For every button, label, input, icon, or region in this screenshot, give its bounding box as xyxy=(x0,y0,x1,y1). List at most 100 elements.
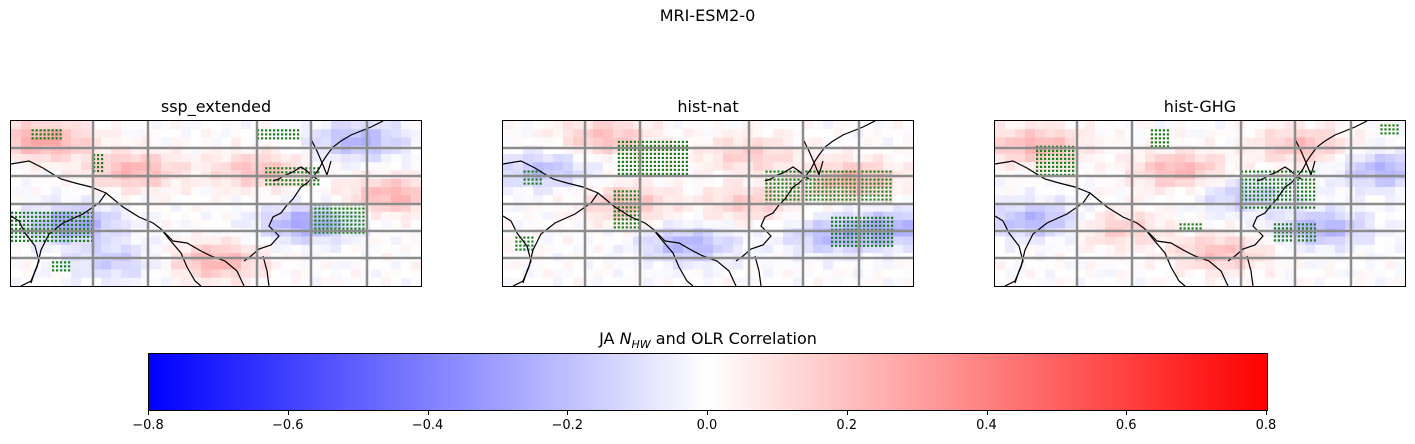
heatmap-cell xyxy=(131,203,142,213)
heatmap-cell xyxy=(1055,236,1066,246)
heatmap-cell xyxy=(713,187,724,196)
significance-dot xyxy=(817,178,820,181)
heatmap-cell xyxy=(1225,211,1236,221)
significance-dot xyxy=(43,211,46,214)
significance-dot xyxy=(625,218,628,221)
significance-dot xyxy=(334,211,337,214)
heatmap-cell xyxy=(41,220,52,229)
heatmap-cell xyxy=(1035,178,1046,188)
heatmap-cell xyxy=(713,195,724,204)
heatmap-cell xyxy=(381,236,392,246)
heatmap-cell xyxy=(201,228,212,237)
significance-dot xyxy=(68,261,71,264)
heatmap-cell xyxy=(221,121,232,130)
significance-dot xyxy=(289,133,292,136)
heatmap-cell xyxy=(1365,137,1376,147)
significance-dot xyxy=(1273,170,1276,173)
heatmap-cell xyxy=(753,244,764,254)
significance-dot xyxy=(769,198,772,201)
significance-dot xyxy=(1056,169,1059,172)
heatmap-cell xyxy=(1035,137,1046,147)
heatmap-cell xyxy=(1265,269,1276,279)
significance-dot xyxy=(851,236,854,239)
heatmap-cell xyxy=(1035,121,1046,130)
heatmap-cell xyxy=(1185,244,1196,254)
heatmap-cell xyxy=(341,162,352,171)
significance-dot xyxy=(773,194,776,197)
heatmap-cell xyxy=(1125,277,1136,286)
heatmap-cell xyxy=(191,137,202,147)
significance-dot xyxy=(681,160,684,163)
significance-dot xyxy=(673,172,676,175)
significance-dot xyxy=(629,206,632,209)
significance-dot xyxy=(681,164,684,167)
heatmap-cell xyxy=(71,277,82,286)
significance-dot xyxy=(83,227,86,230)
significance-dot xyxy=(881,182,884,185)
heatmap-cell xyxy=(903,220,913,229)
heatmap-cell xyxy=(1015,211,1026,221)
heatmap-cell xyxy=(1185,195,1196,204)
heatmap-cell xyxy=(391,211,402,221)
heatmap-cell xyxy=(41,261,52,270)
significance-dot xyxy=(629,156,632,159)
heatmap-cell xyxy=(201,129,212,138)
significance-dot xyxy=(342,219,345,222)
heatmap-cell xyxy=(1355,236,1366,246)
heatmap-cell xyxy=(553,121,564,130)
heatmap-cell xyxy=(1045,154,1056,163)
significance-dot xyxy=(67,211,70,214)
heatmap-cell xyxy=(573,220,584,229)
heatmap-cell xyxy=(391,220,402,229)
heatmap-cell xyxy=(663,129,674,138)
heatmap-cell xyxy=(693,145,704,155)
significance-dot xyxy=(59,231,62,234)
heatmap-cell xyxy=(843,195,854,204)
heatmap-cell xyxy=(1205,236,1216,246)
heatmap-cell xyxy=(1055,261,1066,270)
significance-dot xyxy=(527,178,530,181)
heatmap-cell xyxy=(893,220,904,229)
significance-dot xyxy=(35,235,38,238)
heatmap-cell xyxy=(1055,244,1066,254)
heatmap-cell xyxy=(995,277,1006,286)
heatmap-cell xyxy=(1095,211,1106,221)
significance-dot xyxy=(67,223,70,226)
heatmap-cell xyxy=(623,261,634,270)
significance-dot xyxy=(681,144,684,147)
heatmap-cell xyxy=(1325,162,1336,171)
heatmap-cell xyxy=(1065,187,1076,196)
significance-dot xyxy=(59,211,62,214)
heatmap-cell xyxy=(633,269,644,279)
significance-dot xyxy=(87,231,90,234)
heatmap-cell xyxy=(823,145,834,155)
heatmap-cell xyxy=(1115,154,1126,163)
coastline xyxy=(995,215,1024,284)
heatmap-cell xyxy=(171,261,182,270)
heatmap-cell xyxy=(1225,244,1236,254)
significance-dot xyxy=(633,206,636,209)
significance-dot xyxy=(883,232,886,235)
heatmap-cell xyxy=(503,244,514,254)
significance-dot xyxy=(891,224,894,227)
significance-dot xyxy=(833,198,836,201)
heatmap-cell xyxy=(673,269,684,279)
heatmap-cell xyxy=(261,187,272,196)
significance-dot xyxy=(843,216,846,219)
significance-dot xyxy=(342,215,345,218)
heatmap-cell xyxy=(1025,121,1036,130)
heatmap-cell xyxy=(683,137,694,147)
significance-dot xyxy=(531,244,534,247)
significance-dot xyxy=(673,160,676,163)
heatmap-cell xyxy=(1105,121,1116,130)
heatmap-cell xyxy=(1195,244,1206,254)
heatmap-cell xyxy=(813,269,824,279)
heatmap-cell xyxy=(663,203,674,213)
heatmap-cell xyxy=(893,145,904,155)
heatmap-cell xyxy=(391,269,402,279)
heatmap-cell xyxy=(1085,154,1096,163)
significance-dot xyxy=(31,137,34,140)
heatmap-cell xyxy=(1115,137,1126,147)
heatmap-cell xyxy=(503,137,514,147)
significance-dot xyxy=(1044,161,1047,164)
